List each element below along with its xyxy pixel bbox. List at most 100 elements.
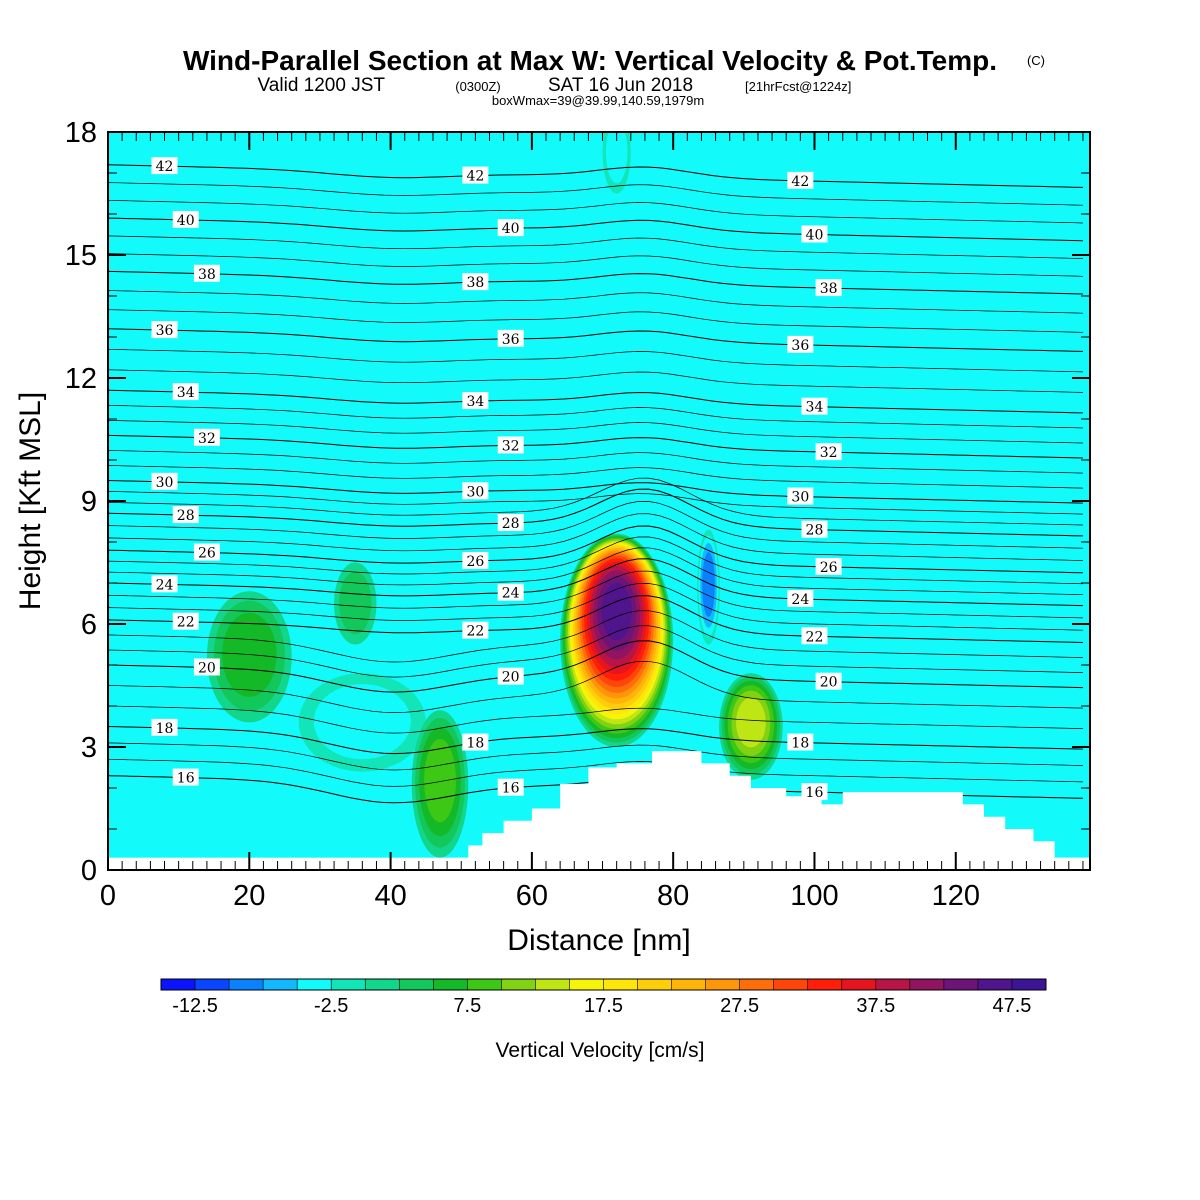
colorbar-swatch	[1011, 979, 1047, 990]
vv-level	[605, 132, 628, 184]
theta-contour-minor	[108, 477, 1083, 526]
theta-contour-label: 16	[172, 768, 199, 787]
theta-contour-minor	[108, 309, 1083, 333]
theta-contour-label: 26	[193, 543, 220, 562]
colorbar-swatch	[433, 979, 468, 990]
vv-level	[736, 697, 766, 748]
theta-label-text: 32	[502, 438, 520, 454]
theta-contour-label: 24	[787, 589, 814, 608]
theta-contour	[108, 270, 1083, 295]
theta-label-text: 40	[177, 213, 195, 229]
theta-contour-minor	[108, 450, 1083, 474]
vv-feature-updraft	[560, 533, 674, 748]
valid-date: SAT 16 Jun 2018	[548, 75, 693, 96]
theta-label-box	[497, 667, 524, 685]
theta-label-box	[801, 627, 828, 645]
theta-contour-minor	[108, 742, 1083, 771]
theta-label-box	[172, 506, 199, 524]
theta-label-box	[151, 575, 178, 593]
theta-label-box	[172, 612, 199, 630]
y-axis-label: Height [Kft MSL]	[14, 392, 47, 610]
colorbar-swatch	[637, 979, 673, 990]
theta-contour	[108, 389, 1083, 414]
x-tick-label: 40	[374, 880, 406, 912]
theta-contour-label: 18	[151, 718, 178, 737]
theta-contour-label: 32	[497, 436, 524, 454]
plot-area: 42 42 42 40 40 40 38 38 38 36 36 36 34 34 34 32 32 32 30 30…	[108, 132, 1090, 870]
theta-label-text: 28	[806, 523, 824, 539]
theta-label-box	[815, 279, 842, 297]
theta-label-text: 18	[156, 721, 174, 737]
theta-contour-label: 30	[787, 487, 814, 506]
colorbar-swatch	[943, 979, 979, 990]
theta-label-text: 38	[198, 267, 216, 283]
colorbar-swatch	[365, 979, 400, 990]
theta-label-text: 26	[466, 554, 484, 570]
x-tick-label: 20	[233, 880, 265, 912]
theta-contour-label: 20	[497, 667, 524, 686]
theta-label-text: 20	[820, 675, 838, 691]
x-tick-label: 60	[516, 880, 548, 912]
theta-contour-label: 34	[172, 383, 199, 401]
vv-feature-downdraft	[602, 132, 631, 194]
theta-label-text: 28	[177, 508, 195, 524]
theta-label-text: 26	[198, 546, 216, 562]
colorbar-swatch	[569, 979, 604, 990]
box-info: boxWmax=39@39.99,140.59,1979m	[492, 93, 704, 108]
theta-label-text: 16	[177, 771, 195, 787]
y-tick-label: 18	[65, 117, 97, 149]
vertical-velocity-field	[206, 132, 783, 858]
colorbar-swatch	[909, 979, 945, 990]
theta-label-box	[462, 621, 489, 639]
theta-label-box	[172, 210, 199, 228]
colorbar-swatch	[977, 979, 1013, 990]
theta-contour-label: 20	[193, 658, 220, 676]
theta-contour	[108, 640, 1083, 693]
y-tick-label: 0	[81, 855, 97, 887]
theta-label-box	[815, 443, 842, 461]
theta-contour-label: 42	[462, 166, 489, 185]
theta-label-box	[801, 397, 828, 415]
theta-label-text: 24	[156, 577, 174, 593]
theta-label-box	[462, 482, 489, 500]
x-axis-label: Distance [nm]	[507, 924, 690, 957]
theta-contours	[108, 164, 1083, 804]
theta-label-text: 34	[177, 385, 195, 401]
theta-contour	[108, 217, 1083, 242]
theta-label-text: 24	[502, 586, 520, 602]
y-tick-label: 6	[81, 609, 97, 641]
colorbar-swatch	[297, 979, 332, 990]
colorbar-swatch	[399, 979, 434, 990]
theta-label-text: 36	[156, 323, 174, 339]
theta-contour-minor	[108, 182, 1083, 206]
theta-contour-minor	[108, 547, 1083, 596]
theta-contour-label: 34	[462, 392, 489, 410]
copyright-mark: (C)	[1027, 53, 1045, 68]
vv-level	[601, 582, 632, 641]
theta-label-box	[787, 171, 814, 189]
theta-contour-label: 38	[462, 273, 489, 291]
theta-label-box	[462, 166, 489, 184]
theta-label-box	[462, 551, 489, 569]
theta-label-box	[815, 672, 842, 690]
terrain-mask	[454, 751, 1090, 870]
theta-contour-label: 36	[497, 329, 524, 348]
theta-label-box	[801, 520, 828, 538]
vv-level	[339, 571, 372, 635]
colorbar-swatch	[467, 979, 502, 990]
theta-contour-label: 40	[497, 219, 524, 237]
colorbar-swatch	[229, 979, 264, 990]
theta-label-text: 26	[820, 560, 838, 576]
theta-contour-label: 38	[815, 279, 842, 297]
terrain	[108, 751, 1090, 870]
theta-contour-label: 28	[497, 514, 524, 532]
colorbar-tick-label: 37.5	[856, 995, 895, 1017]
colorbar-swatch	[705, 979, 741, 990]
theta-contour-minor	[108, 705, 1083, 734]
theta-contour	[108, 328, 1083, 352]
theta-label-box	[193, 264, 220, 282]
theta-label-box	[497, 219, 524, 237]
theta-contour-minor	[108, 404, 1083, 429]
theta-label-text: 30	[791, 490, 809, 506]
y-tick-label: 15	[65, 240, 97, 272]
